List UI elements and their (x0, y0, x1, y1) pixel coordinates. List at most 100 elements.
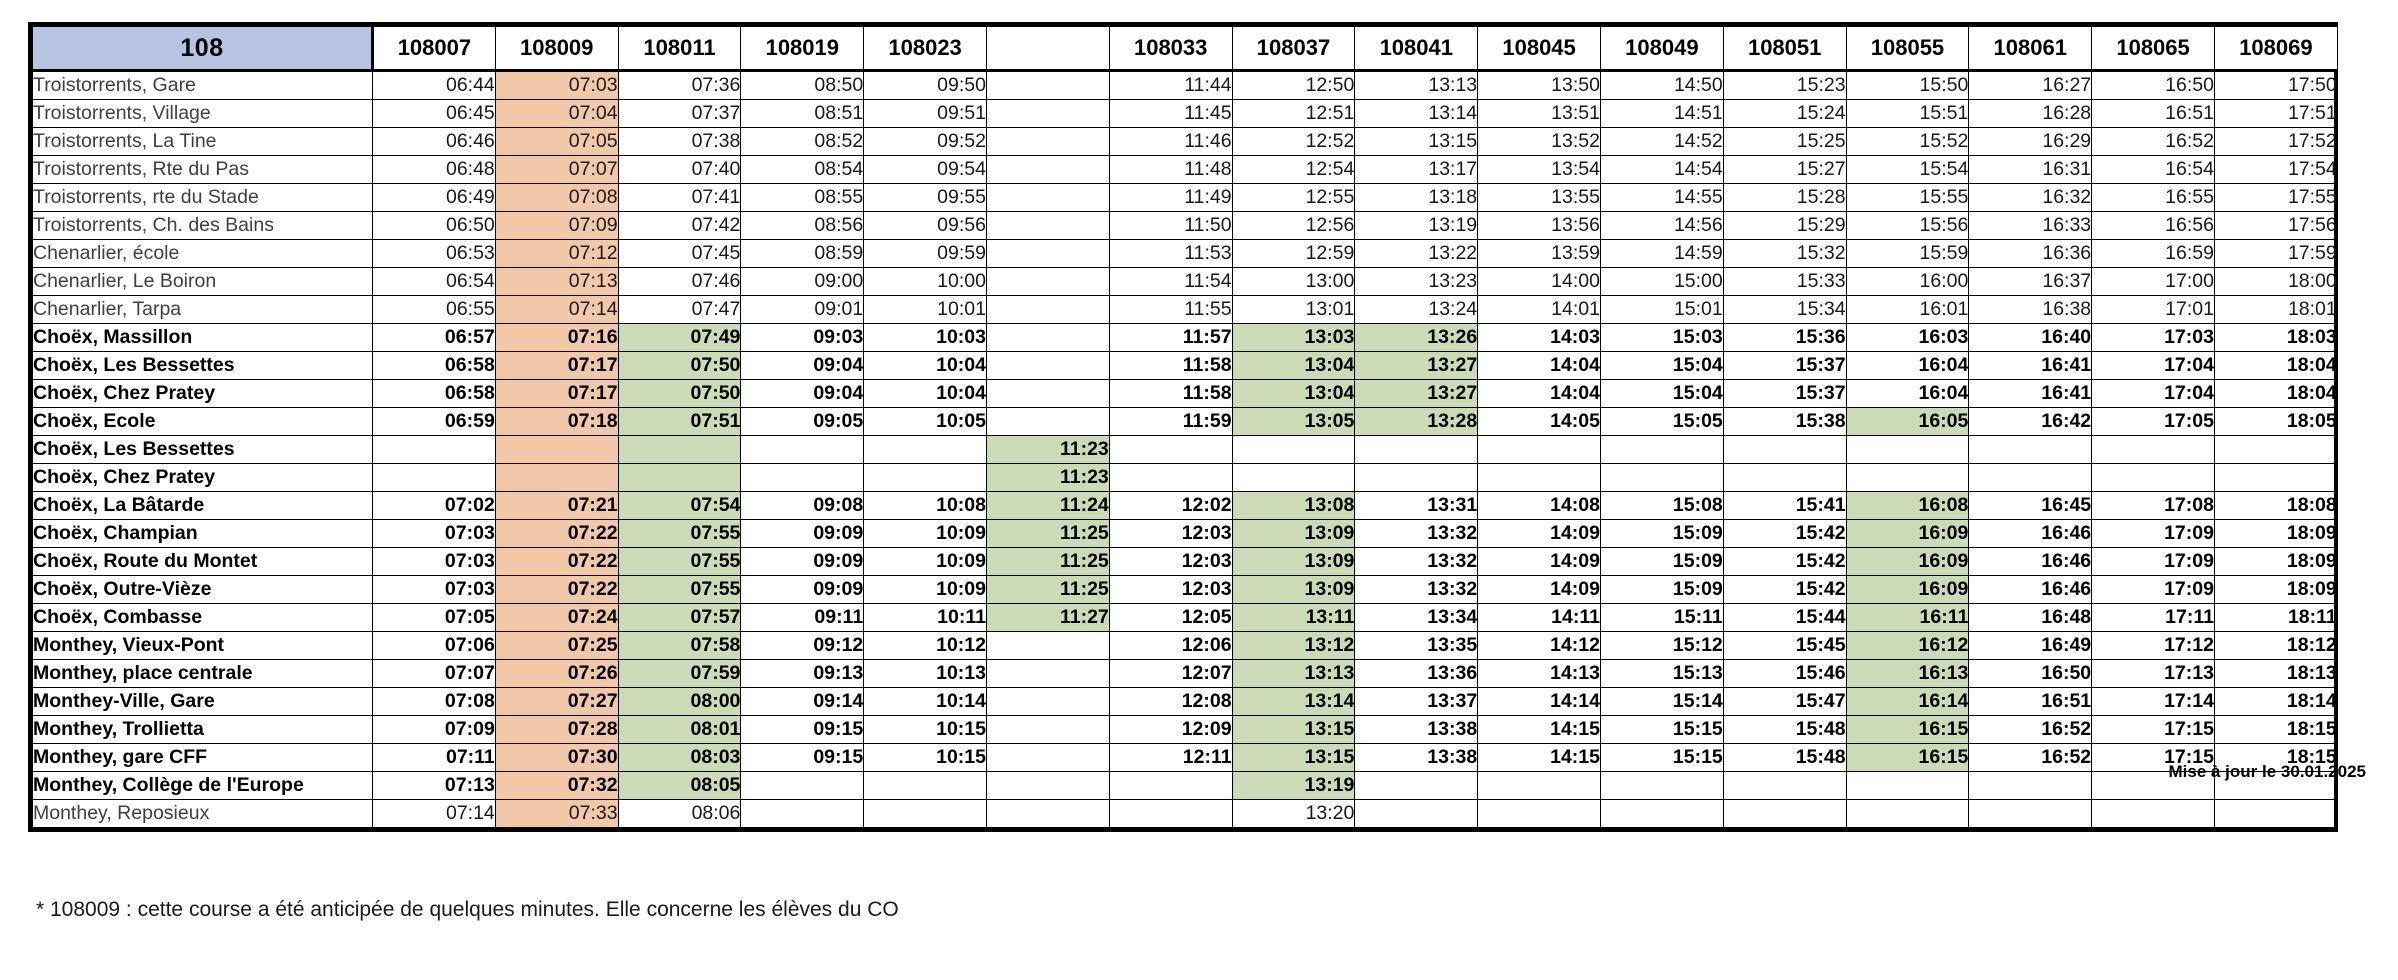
departure-time-cell: 09:00 (740, 267, 865, 296)
departure-time-cell: 17:09 (2091, 519, 2215, 548)
departure-time-cell: 16:50 (1968, 659, 2093, 688)
departure-time-cell: 09:13 (740, 659, 865, 688)
departure-time-cell (1477, 463, 1601, 492)
departure-time-cell (1968, 435, 2093, 464)
table-row: Choëx, Outre-Vièze 07:03 07:22 07:55 09:09 10… (32, 575, 2338, 604)
stop-name-cell: Choëx, Chez Pratey (32, 463, 373, 492)
departure-time-cell: 09:09 (740, 575, 865, 604)
departure-time-cell: 07:55 (617, 519, 742, 548)
departure-time-cell: 13:50 (1477, 70, 1601, 100)
departure-time-cell: 15:36 (1722, 323, 1847, 352)
departure-time-cell (2213, 435, 2338, 464)
departure-time-cell (985, 631, 1110, 660)
departure-time-cell: 16:05 (1845, 407, 1970, 436)
departure-time-cell: 07:37 (617, 99, 742, 128)
departure-time-cell: 16:09 (1845, 519, 1970, 548)
departure-time-cell: 10:09 (863, 519, 987, 548)
departure-time-cell: 06:59 (372, 407, 496, 436)
departure-time-cell: 14:55 (1599, 183, 1724, 212)
departure-time-cell: 09:01 (740, 295, 865, 324)
departure-time-cell: 13:18 (1354, 183, 1479, 212)
departure-time-cell: 07:22 (494, 575, 619, 604)
stop-name-cell: Choëx, Ecole (32, 407, 373, 436)
departure-time-cell: 10:01 (863, 295, 987, 324)
departure-time-cell: 11:23 (985, 435, 1110, 464)
departure-time-cell (740, 771, 865, 800)
trip-header-108023: 108023 (863, 26, 987, 72)
departure-time-cell: 10:14 (863, 687, 987, 716)
departure-time-cell: 07:46 (617, 267, 742, 296)
departure-time-cell: 08:00 (617, 687, 742, 716)
departure-time-cell: 09:59 (863, 239, 987, 268)
departure-time-cell: 16:41 (1968, 379, 2093, 408)
departure-time-cell: 13:14 (1231, 687, 1356, 716)
departure-time-cell: 16:50 (2091, 70, 2215, 100)
departure-time-cell (1599, 799, 1724, 828)
departure-time-cell: 13:19 (1354, 211, 1479, 240)
trip-header-108011: 108011 (617, 26, 742, 72)
departure-time-cell: 16:27 (1968, 70, 2093, 100)
departure-time-cell: 11:49 (1108, 183, 1233, 212)
departure-time-cell: 17:08 (2091, 491, 2215, 520)
departure-time-cell: 07:16 (494, 323, 619, 352)
departure-time-cell: 11:50 (1108, 211, 1233, 240)
departure-time-cell: 15:32 (1722, 239, 1847, 268)
departure-time-cell: 15:42 (1722, 519, 1847, 548)
table-row: Choëx, Combasse 07:05 07:24 07:57 09:11 10:11… (32, 603, 2338, 632)
departure-time-cell: 15:46 (1722, 659, 1847, 688)
table-row: Choëx, Les Bessettes 06:58 07:17 07:50 09:04… (32, 351, 2338, 380)
departure-time-cell: 13:26 (1354, 323, 1479, 352)
departure-time-cell: 17:04 (2091, 379, 2215, 408)
departure-time-cell (1354, 435, 1479, 464)
departure-time-cell: 13:22 (1354, 239, 1479, 268)
departure-time-cell: 08:59 (740, 239, 865, 268)
trip-header-108069: 108069 (2213, 26, 2338, 72)
departure-time-cell (1354, 771, 1479, 800)
departure-time-cell: 15:28 (1722, 183, 1847, 212)
departure-time-cell: 18:15 (2213, 743, 2338, 772)
departure-time-cell: 13:59 (1477, 239, 1601, 268)
departure-time-cell: 13:32 (1354, 547, 1479, 576)
departure-time-cell: 15:01 (1599, 295, 1724, 324)
departure-time-cell: 17:11 (2091, 603, 2215, 632)
table-row: Monthey, place centrale 07:07 07:26 07:59 09… (32, 659, 2338, 688)
departure-time-cell: 13:15 (1231, 743, 1356, 772)
departure-time-cell: 17:59 (2213, 239, 2338, 268)
table-row: Choëx, Massillon 06:57 07:16 07:49 09:03 10:0… (32, 323, 2338, 352)
departure-time-cell: 06:53 (372, 239, 496, 268)
departure-time-cell (494, 435, 619, 464)
table-row: Chenarlier, Tarpa 06:55 07:14 07:47 09:01 10:… (32, 295, 2338, 324)
departure-time-cell: 16:52 (1968, 715, 2093, 744)
departure-time-cell: 07:17 (494, 379, 619, 408)
departure-time-cell: 15:15 (1599, 743, 1724, 772)
trip-header-108033: 108033 (1108, 26, 1233, 72)
table-row: Troistorrents, Rte du Pas 06:48 07:07 07:40… (32, 155, 2338, 184)
departure-time-cell (985, 155, 1110, 184)
departure-time-cell: 12:02 (1108, 491, 1233, 520)
departure-time-cell (1968, 463, 2093, 492)
departure-time-cell: 16:11 (1845, 603, 1970, 632)
departure-time-cell: 14:54 (1599, 155, 1724, 184)
departure-time-cell (1722, 799, 1847, 828)
departure-time-cell: 17:09 (2091, 575, 2215, 604)
departure-time-cell: 15:24 (1722, 99, 1847, 128)
departure-time-cell (740, 463, 865, 492)
departure-time-cell: 15:00 (1599, 267, 1724, 296)
departure-time-cell: 13:08 (1231, 491, 1356, 520)
stop-name-cell: Troistorrents, Village (32, 99, 373, 128)
departure-time-cell: 08:54 (740, 155, 865, 184)
departure-time-cell: 16:33 (1968, 211, 2093, 240)
departure-time-cell: 13:01 (1231, 295, 1356, 324)
departure-time-cell: 16:32 (1968, 183, 2093, 212)
departure-time-cell: 10:03 (863, 323, 987, 352)
departure-time-cell: 17:03 (2091, 323, 2215, 352)
departure-time-cell (494, 463, 619, 492)
departure-time-cell: 17:00 (2091, 267, 2215, 296)
departure-time-cell: 13:27 (1354, 379, 1479, 408)
departure-time-cell: 13:20 (1231, 799, 1356, 828)
departure-time-cell: 07:09 (494, 211, 619, 240)
stop-name-cell: Choëx, La Bâtarde (32, 491, 373, 520)
departure-time-cell: 15:09 (1599, 575, 1724, 604)
departure-time-cell (1845, 799, 1970, 828)
stop-name-cell: Choëx, Combasse (32, 603, 373, 632)
